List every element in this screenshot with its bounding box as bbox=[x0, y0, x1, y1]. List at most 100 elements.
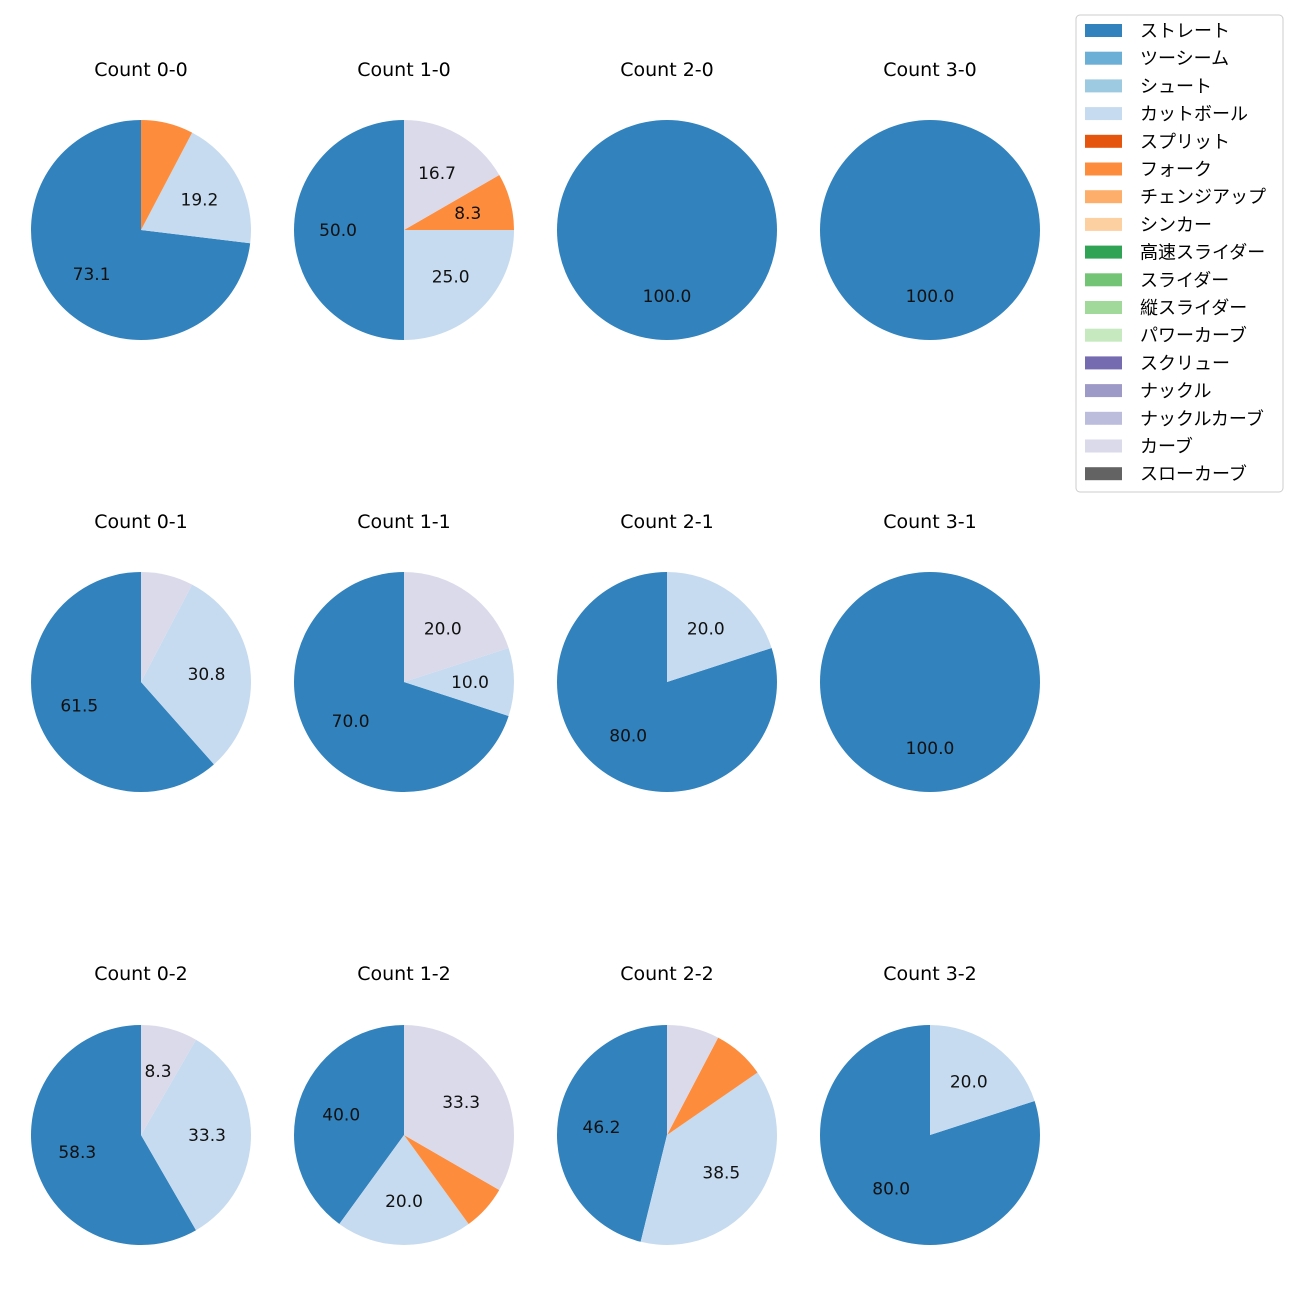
legend-swatch bbox=[1085, 439, 1122, 453]
pie-slice bbox=[294, 120, 404, 340]
legend-swatch bbox=[1085, 467, 1122, 481]
slice-label: 20.0 bbox=[687, 620, 725, 640]
pie-slice bbox=[30, 120, 251, 340]
chart-title: Count 0-2 bbox=[94, 963, 188, 985]
pie-slice bbox=[141, 572, 193, 682]
pie-chart: Count 2-1 80.0 20.0 bbox=[557, 511, 777, 792]
slice-label: 33.3 bbox=[188, 1126, 226, 1146]
legend-label: ナックルカーブ bbox=[1140, 408, 1264, 430]
legend-label: 高速スライダー bbox=[1140, 243, 1265, 264]
pie-slice bbox=[667, 1025, 719, 1135]
legend-swatch bbox=[1085, 245, 1122, 259]
legend-item: シンカー bbox=[1085, 215, 1212, 236]
legend-swatch bbox=[1085, 162, 1122, 176]
chart-title: Count 3-2 bbox=[883, 963, 977, 985]
legend-item: ツーシーム bbox=[1085, 49, 1229, 70]
legend-item: カーブ bbox=[1085, 436, 1193, 458]
chart-title: Count 0-0 bbox=[94, 59, 188, 81]
slice-label: 73.1 bbox=[73, 265, 111, 285]
legend-item: ナックル bbox=[1085, 381, 1211, 402]
legend-swatch bbox=[1085, 24, 1122, 37]
slice-label: 16.7 bbox=[418, 164, 456, 184]
pie-chart: Count 3-1 100.0 bbox=[820, 511, 1040, 792]
slice-label: 8.3 bbox=[454, 204, 481, 224]
slice-label: 80.0 bbox=[609, 726, 647, 746]
legend-swatch bbox=[1085, 273, 1122, 287]
chart-title: Count 3-0 bbox=[883, 59, 977, 81]
chart-title: Count 1-0 bbox=[357, 59, 451, 81]
legend-item: フォーク bbox=[1085, 160, 1212, 181]
legend-swatch bbox=[1085, 51, 1122, 65]
legend-swatch bbox=[1085, 384, 1122, 398]
pie-chart: Count 1-0 50.0 25.0 8.3 16.7 bbox=[294, 59, 514, 340]
legend-label: カーブ bbox=[1140, 436, 1193, 458]
pie-slice bbox=[820, 572, 1040, 792]
chart-title: Count 2-0 bbox=[620, 59, 714, 81]
legend-item: パワーカーブ bbox=[1085, 325, 1247, 347]
pie-slice bbox=[557, 120, 777, 340]
slice-label: 80.0 bbox=[872, 1179, 910, 1199]
legend-swatch bbox=[1085, 356, 1122, 370]
slice-label: 19.2 bbox=[181, 190, 219, 210]
chart-title: Count 3-1 bbox=[883, 511, 977, 533]
slice-label: 40.0 bbox=[322, 1106, 360, 1126]
legend-swatch bbox=[1085, 107, 1122, 121]
slice-label: 58.3 bbox=[58, 1143, 96, 1163]
chart-title: Count 2-2 bbox=[620, 963, 714, 985]
legend-swatch bbox=[1085, 411, 1122, 425]
legend-swatch bbox=[1085, 217, 1122, 231]
pie-slice bbox=[294, 1025, 404, 1224]
slice-label: 20.0 bbox=[385, 1192, 423, 1212]
legend-label: スローカーブ bbox=[1140, 463, 1247, 485]
legend-label: パワーカーブ bbox=[1140, 325, 1247, 347]
legend-label: チェンジアップ bbox=[1140, 187, 1266, 208]
pie-slice bbox=[141, 1025, 196, 1135]
pie-slice bbox=[30, 1025, 197, 1245]
slice-label: 20.0 bbox=[950, 1073, 988, 1093]
pie-chart: Count 0-0 73.1 19.2 bbox=[30, 59, 252, 340]
legend-label: ストレート bbox=[1140, 21, 1230, 42]
legend-label: スライダー bbox=[1140, 270, 1229, 291]
slice-label: 50.0 bbox=[319, 221, 357, 241]
legend-item: スローカーブ bbox=[1085, 463, 1247, 485]
pie-slice bbox=[820, 120, 1040, 340]
pie-chart: Count 0-2 58.3 33.3 8.3 bbox=[30, 963, 251, 1245]
slice-label: 25.0 bbox=[432, 268, 470, 288]
pie-slice bbox=[31, 572, 214, 792]
slice-label: 100.0 bbox=[643, 287, 692, 307]
slice-label: 61.5 bbox=[60, 696, 98, 716]
pie-slice bbox=[667, 1037, 758, 1135]
pie-slice bbox=[141, 584, 252, 765]
pie-slice bbox=[293, 572, 509, 792]
pie-slice bbox=[404, 175, 514, 230]
pie-slice bbox=[141, 1039, 251, 1231]
chart-title: Count 1-1 bbox=[357, 511, 451, 533]
pie-slice bbox=[141, 132, 252, 244]
pie-slice bbox=[404, 120, 500, 230]
legend-item: カットボール bbox=[1085, 104, 1248, 125]
slice-label: 10.0 bbox=[451, 673, 489, 693]
pie-slice bbox=[404, 230, 514, 340]
pie-slice bbox=[404, 648, 514, 716]
legend-item: シュート bbox=[1085, 76, 1212, 97]
chart-title: Count 1-2 bbox=[357, 963, 451, 985]
legend-swatch bbox=[1085, 79, 1122, 93]
legend: ストレートツーシームシュートカットボールスプリットフォークチェンジアップシンカー… bbox=[1075, 14, 1284, 493]
legend-label: シンカー bbox=[1140, 215, 1212, 236]
legend-item: ナックルカーブ bbox=[1085, 408, 1264, 430]
pie-slice bbox=[404, 1025, 514, 1190]
pie-chart: Count 1-1 70.0 10.0 20.0 bbox=[293, 511, 514, 792]
pie-chart: Count 0-1 61.5 30.8 bbox=[31, 511, 252, 792]
legend-swatch bbox=[1085, 190, 1122, 204]
slice-label: 20.0 bbox=[424, 620, 462, 640]
legend-label: フォーク bbox=[1140, 160, 1212, 181]
legend-label: カットボール bbox=[1140, 104, 1248, 125]
legend-label: ナックル bbox=[1140, 381, 1211, 402]
slice-label: 100.0 bbox=[906, 287, 955, 307]
slice-label: 38.5 bbox=[702, 1163, 740, 1183]
legend-label: 縦スライダー bbox=[1140, 298, 1247, 319]
pie-chart: Count 3-2 80.0 20.0 bbox=[819, 963, 1040, 1245]
legend-item: ストレート bbox=[1085, 21, 1230, 42]
slice-label: 33.3 bbox=[442, 1093, 480, 1113]
legend-frame bbox=[1075, 14, 1284, 493]
